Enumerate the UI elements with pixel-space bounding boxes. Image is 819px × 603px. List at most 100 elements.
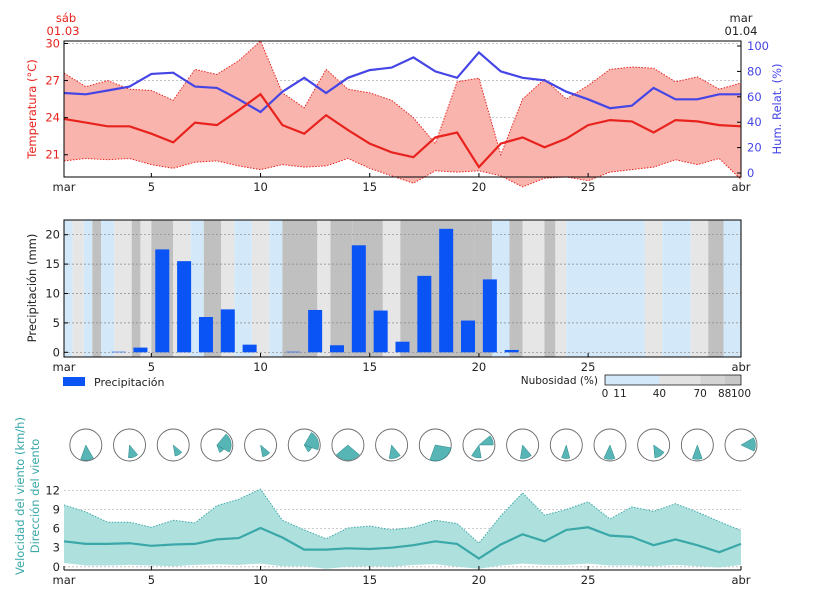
precip-bar bbox=[286, 351, 301, 353]
wind-x-tick-label: 20 bbox=[472, 573, 487, 587]
wind-x-tick-label: 15 bbox=[362, 573, 377, 587]
wind-y-tick-label: 0 bbox=[53, 560, 60, 574]
precip-y-tick-label: 20 bbox=[45, 228, 60, 242]
wind-direction-axis-label: Dirección del viento bbox=[28, 439, 42, 554]
wind-mean-line bbox=[63, 526, 742, 560]
wind-rose-wedge bbox=[216, 444, 225, 453]
wind-max-line bbox=[63, 488, 742, 544]
cloud-cover-segment bbox=[509, 220, 523, 357]
precip-bar bbox=[482, 279, 497, 353]
cloud-legend-step bbox=[605, 375, 620, 385]
cloud-cover-segment bbox=[131, 220, 141, 357]
cloud-cover-segment bbox=[522, 220, 545, 357]
cloud-cover-segment bbox=[555, 220, 567, 357]
wind-rose-wedge bbox=[216, 433, 232, 453]
wind-x-tick-label: mar bbox=[53, 573, 76, 587]
cloud-cover-segment bbox=[269, 220, 283, 357]
wind-rose-wedge bbox=[260, 444, 271, 458]
precip-bar bbox=[439, 228, 454, 353]
wind-y-tick-label: 12 bbox=[45, 483, 60, 497]
cloud-cover-segment bbox=[234, 220, 252, 357]
wind-rose bbox=[549, 428, 583, 462]
precip-y-axis-label: Precipitación (mm) bbox=[25, 234, 39, 343]
wind-rose bbox=[113, 428, 146, 462]
precip-legend-swatch bbox=[63, 377, 85, 386]
precip-bar bbox=[329, 345, 344, 353]
cloud-legend-tick-label: 40 bbox=[653, 388, 666, 400]
wind-y-tick-label: 3 bbox=[53, 541, 60, 555]
cloud-cover-segment bbox=[644, 220, 663, 357]
cloud-cover-segment bbox=[708, 220, 724, 357]
wind-rose bbox=[69, 428, 103, 462]
humidity-y-axis-label: Hum. Relat. (%) bbox=[770, 64, 784, 155]
cloud-cover-segment bbox=[723, 220, 741, 357]
header-right-day: mar bbox=[730, 11, 753, 25]
precip-x-tick-label: 5 bbox=[148, 360, 155, 374]
cloud-cover-segment bbox=[566, 220, 645, 357]
precipitation-cloud-panel: 0 5 10 15 20 mar 5 10 15 20 25 abr Precipitación (mm… bbox=[25, 219, 751, 400]
precip-x-tick-label: 20 bbox=[472, 360, 487, 374]
wind-rose bbox=[375, 428, 409, 462]
humidity-y-tick-label: 80 bbox=[747, 64, 762, 78]
wind-y-tick-label: 9 bbox=[53, 502, 60, 516]
wind-rose-wedge bbox=[80, 444, 94, 461]
wind-rose bbox=[156, 428, 190, 462]
wind-panel: 0 3 6 9 12 mar 5 10 15 20 25 abr Velocidad del vient… bbox=[13, 417, 758, 587]
precip-bar bbox=[373, 310, 388, 353]
wind-rose bbox=[680, 428, 714, 462]
wind-rose-wedge bbox=[478, 435, 494, 446]
precip-frame bbox=[63, 219, 742, 358]
temp-min-line bbox=[63, 157, 742, 188]
temp-x-tick-label: mar bbox=[53, 180, 76, 194]
precip-x-tick-label: 25 bbox=[581, 360, 596, 374]
wind-rose-wedge bbox=[429, 444, 452, 462]
humidity-line bbox=[63, 50, 741, 114]
wind-speed-axis-label: Velocidad del viento (km/h) bbox=[13, 417, 27, 575]
precip-bar bbox=[198, 317, 213, 353]
precip-y-tick-label: 10 bbox=[45, 286, 60, 300]
wind-rose-wedge bbox=[388, 444, 401, 459]
cloud-cover-segment bbox=[64, 220, 73, 357]
wind-y-tick-label: 6 bbox=[53, 522, 60, 536]
wind-rose bbox=[462, 428, 496, 462]
temp-x-tick-label: 25 bbox=[581, 180, 596, 194]
precip-x-tick-label: 10 bbox=[253, 360, 268, 374]
wind-rose bbox=[287, 428, 321, 462]
wind-rose bbox=[637, 428, 671, 462]
temp-x-tick-label: 5 bbox=[148, 180, 155, 194]
cloud-cover-segment bbox=[330, 220, 353, 357]
temp-y-tick-label: 24 bbox=[45, 111, 60, 125]
wind-x-tick-label: 25 bbox=[581, 573, 596, 587]
temp-y-axis-label: Temperatura (°C) bbox=[25, 59, 39, 159]
cloud-legend-step bbox=[700, 375, 725, 385]
precip-bar bbox=[351, 245, 366, 353]
cloud-legend-step bbox=[724, 375, 741, 385]
cloud-cover-segment bbox=[101, 220, 115, 357]
cloud-legend-step bbox=[619, 375, 660, 385]
precip-bar bbox=[395, 341, 410, 353]
humidity-y-tick-label: 40 bbox=[747, 115, 762, 129]
cloud-cover-segment bbox=[92, 220, 102, 357]
cloud-cover-segment bbox=[251, 220, 270, 357]
header-right-date: 01.04 bbox=[725, 24, 758, 38]
humidity-y-tick-label: 100 bbox=[747, 39, 769, 53]
wind-rose-wedge bbox=[692, 444, 703, 460]
wind-rose bbox=[244, 428, 277, 462]
precip-bar bbox=[133, 347, 148, 353]
temp-range-band bbox=[64, 41, 741, 187]
precip-bar bbox=[504, 349, 519, 353]
precip-bar bbox=[177, 261, 192, 353]
precip-bar bbox=[111, 351, 126, 353]
cloud-legend-title: Nubosidad (%) bbox=[521, 375, 598, 387]
precip-bar bbox=[308, 309, 323, 353]
precip-legend-label: Precipitación bbox=[94, 376, 165, 389]
precip-bar bbox=[155, 249, 170, 353]
cloud-cover-segment bbox=[544, 220, 556, 357]
wind-rose-wedge bbox=[172, 444, 183, 457]
precip-y-tick-label: 5 bbox=[53, 316, 60, 330]
humidity-y-tick-label: 0 bbox=[747, 166, 754, 180]
wind-rose-wedge bbox=[561, 444, 571, 459]
cloud-legend-tick-label: 70 bbox=[694, 388, 707, 400]
wind-rose bbox=[200, 428, 234, 462]
